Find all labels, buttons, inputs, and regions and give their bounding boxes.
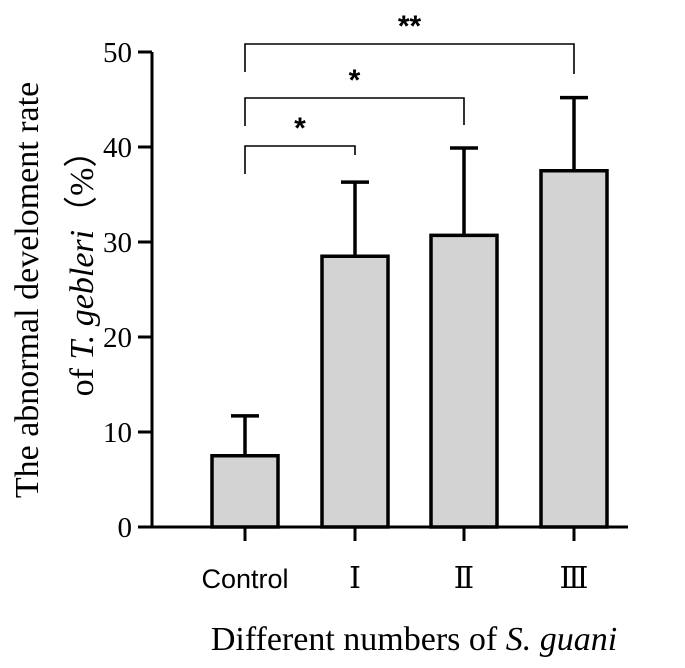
x-tick-label: Control <box>201 564 288 594</box>
x-tick-label: Ⅲ <box>560 562 589 595</box>
y-tick-label: 30 <box>103 227 132 259</box>
y-tick-label: 20 <box>103 322 132 354</box>
x-tick-label: Ⅱ <box>454 562 474 595</box>
y-axis-title-line1: The abnormal develoment rate <box>9 82 46 498</box>
y-axis-title-line2-italic: T. gebleri <box>64 230 101 360</box>
significance-label: * <box>349 64 361 97</box>
significance-bracket <box>244 97 465 126</box>
y-axis-title-line2-suffix: （%） <box>63 134 101 230</box>
y-tick-label: 40 <box>103 132 132 164</box>
x-axis-title: Different numbers of S. guani <box>211 621 617 658</box>
significance-bracket <box>244 43 575 74</box>
significance-brackets: **** <box>244 10 575 174</box>
x-tick-label: Ⅰ <box>349 562 361 595</box>
x-axis-title-italic: S. guani <box>506 621 617 658</box>
y-axis-title-line2: of T. gebleri（%） <box>63 134 101 397</box>
y-axis: 0 10 20 30 40 50 <box>103 37 154 544</box>
x-axis: Control Ⅰ Ⅱ Ⅲ <box>152 525 628 595</box>
bar <box>210 454 280 529</box>
significance-label: ** <box>398 10 422 43</box>
bar <box>320 254 390 529</box>
y-tick-label: 10 <box>103 417 132 449</box>
bar <box>539 169 609 529</box>
significance-label: * <box>294 112 306 145</box>
y-tick-label: 0 <box>118 512 133 544</box>
y-axis-title-line2-prefix: of <box>64 360 101 397</box>
bar <box>429 233 499 529</box>
x-axis-title-prefix: Different numbers of <box>211 621 506 658</box>
bars <box>210 95 609 529</box>
y-tick-label: 50 <box>103 37 132 69</box>
significance-bracket <box>244 145 356 174</box>
